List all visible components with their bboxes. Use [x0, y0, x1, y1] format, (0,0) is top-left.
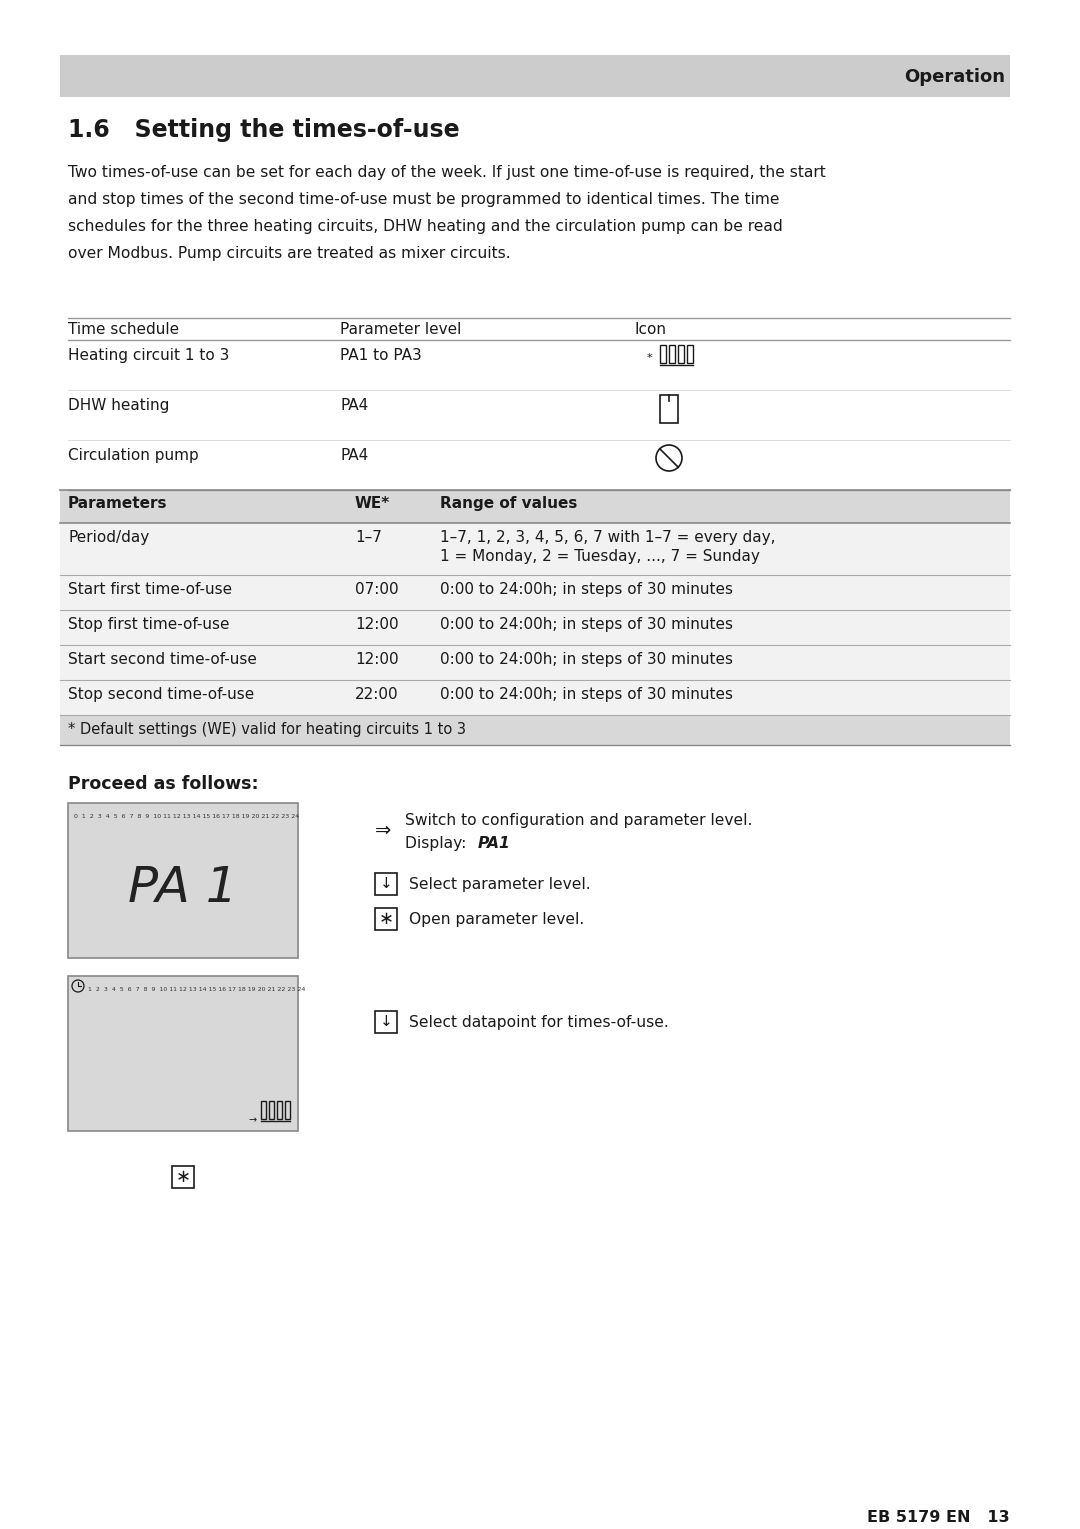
- Text: 1–7, 1, 2, 3, 4, 5, 6, 7 with 1–7 = every day,: 1–7, 1, 2, 3, 4, 5, 6, 7 with 1–7 = ever…: [440, 531, 775, 544]
- Bar: [660, 346, 666, 362]
- Text: ⇒: ⇒: [375, 821, 391, 839]
- Text: ↓: ↓: [380, 876, 392, 891]
- Text: 0  1  2  3  4  5  6  7  8  9  10 11 12 13 14 15 16 17 18 19 20 21 22 23 24: 0 1 2 3 4 5 6 7 8 9 10 11 12 13 14 15 16…: [75, 813, 299, 820]
- Text: PA1 to PA3: PA1 to PA3: [340, 349, 422, 362]
- Text: Operation: Operation: [904, 67, 1005, 86]
- Bar: [269, 1101, 274, 1119]
- Text: 1–7: 1–7: [355, 531, 382, 544]
- Bar: [60, 523, 1010, 575]
- Text: Parameters: Parameters: [68, 495, 167, 511]
- Text: *: *: [646, 353, 652, 362]
- Bar: [60, 680, 1010, 716]
- Bar: [68, 803, 298, 959]
- Text: PA4: PA4: [340, 398, 368, 413]
- Bar: [669, 346, 675, 362]
- Bar: [375, 1011, 397, 1034]
- Text: ∗: ∗: [175, 1168, 190, 1187]
- Bar: [60, 489, 1010, 523]
- Text: Display:: Display:: [405, 836, 471, 852]
- Text: EB 5179 EN   13: EB 5179 EN 13: [867, 1511, 1010, 1524]
- Text: PA 1: PA 1: [129, 864, 238, 913]
- Bar: [687, 346, 693, 362]
- Text: Stop first time-of-use: Stop first time-of-use: [68, 618, 229, 631]
- Bar: [276, 1101, 282, 1119]
- Text: 22:00: 22:00: [355, 687, 399, 702]
- Text: PA4: PA4: [340, 448, 368, 463]
- Bar: [60, 716, 1010, 745]
- Text: →: →: [248, 1115, 257, 1125]
- Text: Select parameter level.: Select parameter level.: [409, 878, 591, 891]
- Bar: [172, 1167, 194, 1188]
- Bar: [375, 873, 397, 894]
- Bar: [261, 1101, 266, 1119]
- Text: WE*: WE*: [355, 495, 390, 511]
- Text: Period/day: Period/day: [68, 531, 149, 544]
- Text: Heating circuit 1 to 3: Heating circuit 1 to 3: [68, 349, 229, 362]
- Bar: [60, 575, 1010, 610]
- Bar: [68, 976, 298, 1131]
- Bar: [678, 346, 684, 362]
- Bar: [375, 908, 397, 930]
- Text: 1  2  3  4  5  6  7  8  9  10 11 12 13 14 15 16 17 18 19 20 21 22 23 24: 1 2 3 4 5 6 7 8 9 10 11 12 13 14 15 16 1…: [87, 988, 306, 992]
- Text: Start first time-of-use: Start first time-of-use: [68, 583, 232, 596]
- Text: Proceed as follows:: Proceed as follows:: [68, 775, 258, 794]
- Text: 0:00 to 24:00h; in steps of 30 minutes: 0:00 to 24:00h; in steps of 30 minutes: [440, 583, 733, 596]
- Bar: [60, 55, 1010, 96]
- Bar: [285, 1101, 291, 1119]
- Text: ↓: ↓: [380, 1015, 392, 1029]
- Text: and stop times of the second time-of-use must be programmed to identical times. : and stop times of the second time-of-use…: [68, 193, 780, 206]
- Text: 07:00: 07:00: [355, 583, 399, 596]
- Text: over Modbus. Pump circuits are treated as mixer circuits.: over Modbus. Pump circuits are treated a…: [68, 246, 511, 261]
- Text: PA1: PA1: [478, 836, 511, 852]
- Text: Icon: Icon: [635, 323, 667, 336]
- Text: 0:00 to 24:00h; in steps of 30 minutes: 0:00 to 24:00h; in steps of 30 minutes: [440, 618, 733, 631]
- Text: ∗: ∗: [378, 910, 393, 928]
- Text: 0:00 to 24:00h; in steps of 30 minutes: 0:00 to 24:00h; in steps of 30 minutes: [440, 651, 733, 667]
- Text: Select datapoint for times-of-use.: Select datapoint for times-of-use.: [409, 1015, 669, 1031]
- Bar: [60, 610, 1010, 645]
- Text: 12:00: 12:00: [355, 618, 399, 631]
- Text: Circulation pump: Circulation pump: [68, 448, 199, 463]
- Text: Time schedule: Time schedule: [68, 323, 179, 336]
- Text: 12:00: 12:00: [355, 651, 399, 667]
- Text: * Default settings (WE) valid for heating circuits 1 to 3: * Default settings (WE) valid for heatin…: [68, 722, 465, 737]
- Text: schedules for the three heating circuits, DHW heating and the circulation pump c: schedules for the three heating circuits…: [68, 219, 783, 234]
- Text: Parameter level: Parameter level: [340, 323, 461, 336]
- Text: Switch to configuration and parameter level.: Switch to configuration and parameter le…: [405, 813, 753, 829]
- Text: 1 = Monday, 2 = Tuesday, ..., 7 = Sunday: 1 = Monday, 2 = Tuesday, ..., 7 = Sunday: [440, 549, 760, 564]
- Bar: [660, 394, 678, 424]
- Text: Range of values: Range of values: [440, 495, 578, 511]
- Text: Start second time-of-use: Start second time-of-use: [68, 651, 257, 667]
- Text: Open parameter level.: Open parameter level.: [409, 911, 584, 927]
- Bar: [60, 645, 1010, 680]
- Text: Stop second time-of-use: Stop second time-of-use: [68, 687, 254, 702]
- Text: Two times-of-use can be set for each day of the week. If just one time-of-use is: Two times-of-use can be set for each day…: [68, 165, 826, 180]
- Text: 1.6   Setting the times-of-use: 1.6 Setting the times-of-use: [68, 118, 460, 142]
- Text: DHW heating: DHW heating: [68, 398, 170, 413]
- Text: 0:00 to 24:00h; in steps of 30 minutes: 0:00 to 24:00h; in steps of 30 minutes: [440, 687, 733, 702]
